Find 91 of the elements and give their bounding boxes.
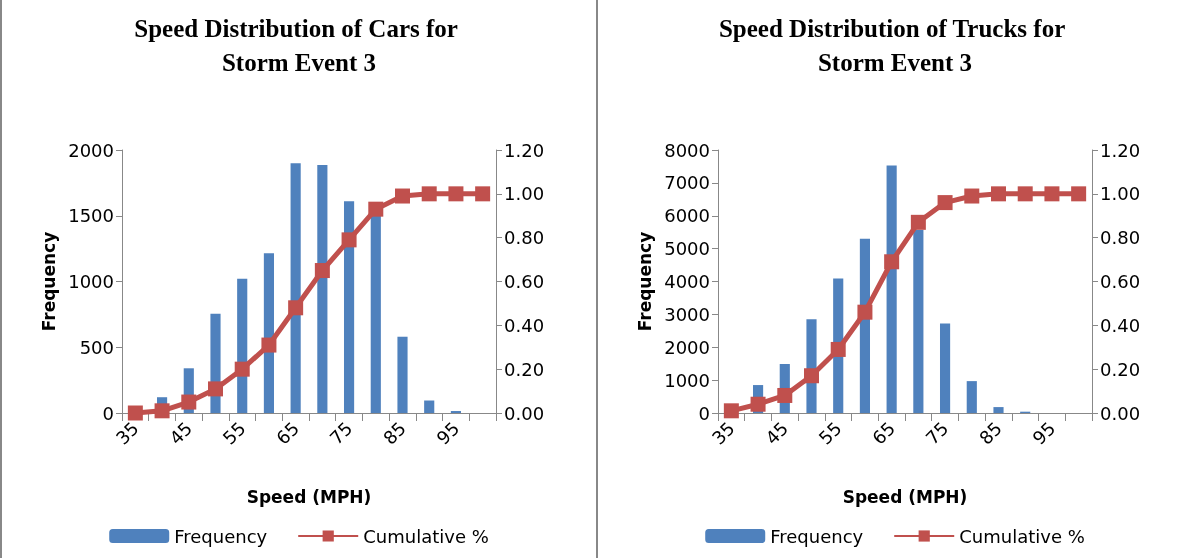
bar	[397, 336, 408, 413]
y2-tick-label: 0.00	[504, 402, 545, 424]
y-tick-label: 0	[698, 402, 710, 424]
x-tick-label: 65	[868, 417, 900, 449]
chart-title: Speed Distribution of Trucks for Storm Event 3	[718, 14, 1072, 76]
point	[991, 186, 1006, 202]
bar	[344, 201, 355, 413]
bar	[966, 381, 977, 413]
point	[1017, 186, 1033, 202]
x-tick-label: 95	[1028, 417, 1060, 449]
point	[395, 188, 410, 204]
point	[208, 381, 223, 397]
legend-label: Cumulative %	[959, 525, 1085, 547]
bar	[317, 165, 328, 413]
point	[910, 214, 926, 230]
point	[830, 341, 846, 357]
x-tick-label: 95	[432, 417, 464, 449]
y2-tick-label: 0.60	[1100, 271, 1141, 292]
bar	[993, 407, 1004, 413]
point	[421, 186, 437, 202]
x-tick-label: 85	[378, 417, 410, 449]
y-tick-label: 1000	[664, 369, 710, 391]
point	[154, 403, 170, 419]
point	[804, 368, 819, 384]
bar	[290, 163, 301, 413]
legend-label: Cumulative %	[363, 525, 489, 547]
x-tick-label: 35	[111, 417, 143, 449]
point	[937, 195, 953, 211]
y2-tick-label: 0.80	[1100, 227, 1141, 249]
point	[750, 396, 766, 412]
y-tick-label: 7000	[664, 172, 710, 194]
x-tick-label: 35	[707, 417, 739, 449]
y-tick-label: 3000	[664, 303, 710, 325]
point	[127, 405, 143, 421]
y2-tick-label: 0.20	[1100, 358, 1141, 380]
y-tick-label: 4000	[664, 271, 710, 292]
y2-tick-label: 1.00	[1100, 183, 1141, 205]
x-tick-label: 55	[218, 417, 250, 449]
y-tick-label: 5000	[664, 238, 710, 260]
point	[777, 387, 793, 403]
bar	[886, 165, 897, 413]
y2-tick-label: 0.60	[504, 271, 545, 292]
x-axis-title: Speed (MPH)	[246, 486, 372, 507]
x-tick-label: 65	[272, 417, 304, 449]
point	[1071, 186, 1087, 202]
x-tick-label: 75	[325, 417, 357, 449]
legend-label: Frequency	[770, 525, 864, 547]
point	[314, 263, 330, 279]
point	[448, 186, 464, 202]
point	[964, 188, 980, 204]
point	[857, 304, 873, 320]
y-axis-title: Frequency	[634, 231, 655, 332]
y-tick-label: 8000	[664, 139, 710, 161]
y2-tick-label: 0.00	[1100, 402, 1141, 424]
legend-label: Frequency	[174, 525, 268, 547]
point	[368, 201, 384, 217]
bar	[913, 229, 924, 413]
y-tick-label: 500	[79, 336, 114, 358]
point	[1044, 186, 1060, 202]
y-axis-title: Frequency	[38, 231, 59, 332]
x-axis-title: Speed (MPH)	[842, 486, 968, 507]
point	[475, 186, 491, 202]
x-tick-label: 55	[814, 417, 846, 449]
point	[181, 394, 197, 410]
point	[288, 300, 304, 316]
y2-tick-label: 1.20	[1100, 139, 1141, 161]
x-tick-label: 75	[921, 417, 953, 449]
y-tick-label: 1000	[68, 271, 114, 292]
point	[884, 254, 900, 270]
bar	[940, 323, 951, 413]
y2-tick-label: 0.40	[1100, 314, 1141, 336]
y2-tick-label: 1.20	[504, 139, 545, 161]
point	[234, 361, 250, 377]
point	[341, 232, 357, 248]
y-tick-label: 1500	[68, 205, 114, 227]
y2-tick-label: 0.80	[504, 227, 545, 249]
y-tick-label: 0	[102, 402, 114, 424]
y2-tick-label: 1.00	[504, 183, 545, 205]
point	[723, 403, 739, 419]
y-tick-label: 6000	[664, 205, 710, 227]
point	[261, 337, 277, 353]
chart-title: Speed Distribution of Cars for Storm Event 3	[134, 14, 464, 76]
bar	[424, 400, 435, 413]
y-tick-label: 2000	[68, 139, 114, 161]
x-tick-label: 85	[974, 417, 1006, 449]
x-tick-label: 45	[761, 417, 793, 449]
y-tick-label: 2000	[664, 336, 710, 358]
x-tick-label: 45	[165, 417, 197, 449]
y2-tick-label: 0.40	[504, 314, 545, 336]
y2-tick-label: 0.20	[504, 358, 545, 380]
bar	[370, 215, 381, 413]
